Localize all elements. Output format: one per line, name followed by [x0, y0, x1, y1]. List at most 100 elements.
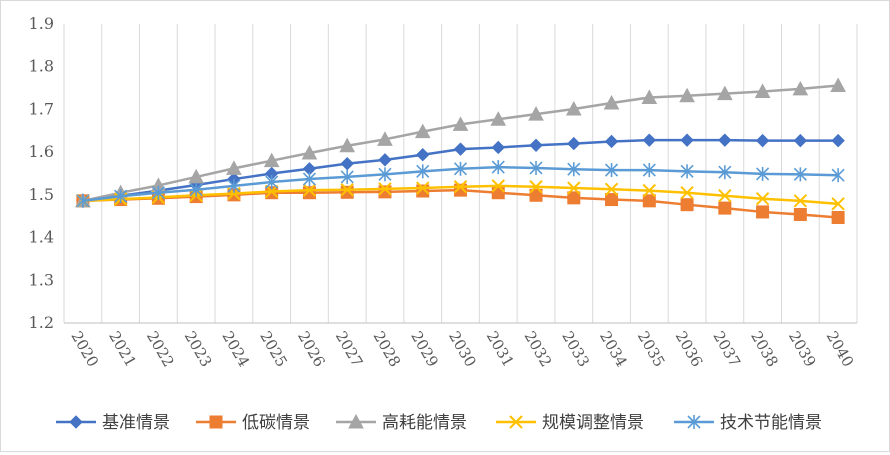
data-point	[302, 186, 316, 200]
x-tick-label: 2026	[294, 328, 329, 370]
data-point-stroke	[567, 181, 581, 195]
data-point	[567, 181, 581, 195]
data-point	[416, 181, 430, 195]
data-point	[793, 167, 807, 182]
data-point-stroke	[755, 191, 770, 206]
data-point-stroke	[718, 189, 732, 203]
data-point	[755, 133, 770, 148]
y-tick-label: 1.5	[29, 185, 54, 204]
data-point	[756, 166, 770, 181]
x-tick-label: 2025	[256, 328, 291, 370]
data-point	[529, 138, 543, 153]
legend-label: 基准情景	[102, 413, 170, 433]
data-point	[604, 134, 619, 149]
data-point	[604, 163, 619, 178]
data-point-stroke	[491, 179, 505, 193]
legend-item-1: 基准情景	[56, 413, 170, 433]
data-point	[642, 183, 657, 198]
x-tick-label: 2028	[370, 328, 405, 370]
legend-marker	[509, 415, 523, 429]
data-point-stroke	[642, 183, 657, 198]
x-tick-label: 2024	[218, 328, 253, 370]
data-point	[301, 144, 318, 160]
y-tick-label: 1.2	[29, 313, 54, 332]
y-tick-label: 1.7	[29, 99, 54, 118]
data-point	[340, 183, 354, 197]
data-point	[718, 201, 732, 215]
data-point-stroke	[680, 186, 694, 200]
data-point-stroke	[302, 183, 317, 197]
data-point	[755, 191, 770, 206]
data-point	[567, 136, 581, 151]
data-point	[227, 178, 241, 193]
x-tick-label: 2032	[521, 328, 556, 370]
data-point	[414, 123, 431, 139]
x-tick-label: 2038	[747, 328, 782, 370]
legend-label: 规模调整情景	[542, 413, 644, 433]
legend-item-3: 高耗能情景	[336, 413, 467, 433]
data-point	[716, 85, 733, 101]
data-point	[490, 111, 507, 126]
y-tick-label: 1.4	[29, 228, 54, 247]
data-point	[718, 165, 732, 180]
data-point	[792, 80, 809, 96]
data-point-stroke	[529, 180, 543, 194]
data-point	[339, 137, 356, 153]
data-point	[302, 172, 317, 187]
data-point	[453, 180, 468, 194]
data-point	[452, 116, 469, 131]
data-point	[642, 194, 656, 208]
data-point	[642, 163, 656, 178]
x-tick-label: 2022	[143, 328, 178, 370]
data-point	[679, 87, 695, 103]
data-point	[151, 185, 165, 200]
data-point	[831, 133, 845, 148]
data-point	[491, 186, 505, 200]
legend-label: 高耗能情景	[382, 413, 467, 433]
x-tick-label: 2030	[445, 328, 480, 370]
data-point	[605, 193, 619, 207]
x-tick-label: 2023	[181, 328, 216, 370]
data-point	[226, 160, 242, 175]
data-point	[378, 167, 392, 182]
x-tick-label: 2040	[823, 328, 858, 370]
x-tick-label: 2035	[634, 328, 669, 370]
x-tick-label: 2036	[672, 328, 707, 370]
data-point-stroke	[416, 181, 430, 195]
data-point	[603, 94, 620, 110]
data-point	[756, 205, 770, 219]
data-point	[377, 131, 393, 146]
data-point	[529, 188, 543, 202]
data-point	[680, 133, 694, 147]
data-point	[340, 185, 354, 199]
legend-label: 技术节能情景	[720, 413, 822, 433]
data-point-stroke	[793, 194, 808, 208]
x-tick-label: 2027	[332, 328, 367, 370]
data-point	[378, 182, 392, 196]
data-point	[680, 164, 694, 179]
data-point	[529, 160, 543, 175]
data-point	[340, 169, 354, 184]
data-point	[491, 179, 505, 193]
x-tick-label: 2034	[596, 328, 631, 370]
data-point	[340, 156, 354, 171]
data-point	[491, 140, 505, 155]
legend: 基准情景 低碳情景 高耗能情景 规模调整情景 技术节能情景	[56, 413, 822, 433]
legend-item-2: 低碳情景	[196, 413, 310, 433]
data-point	[680, 198, 694, 212]
data-point	[453, 161, 468, 176]
legend-item-4: 规模调整情景	[496, 413, 644, 433]
data-point	[302, 183, 317, 197]
grid-lines	[63, 24, 858, 323]
legend-marker	[348, 413, 364, 429]
data-point	[831, 168, 845, 183]
legend-item-5: 技术节能情景	[674, 413, 822, 433]
y-tick-label: 1.8	[29, 57, 54, 76]
legend-marker	[687, 415, 701, 429]
data-point	[793, 133, 808, 148]
data-point	[565, 100, 582, 116]
series-5	[76, 160, 845, 208]
legend-marker-stroke	[509, 415, 523, 429]
